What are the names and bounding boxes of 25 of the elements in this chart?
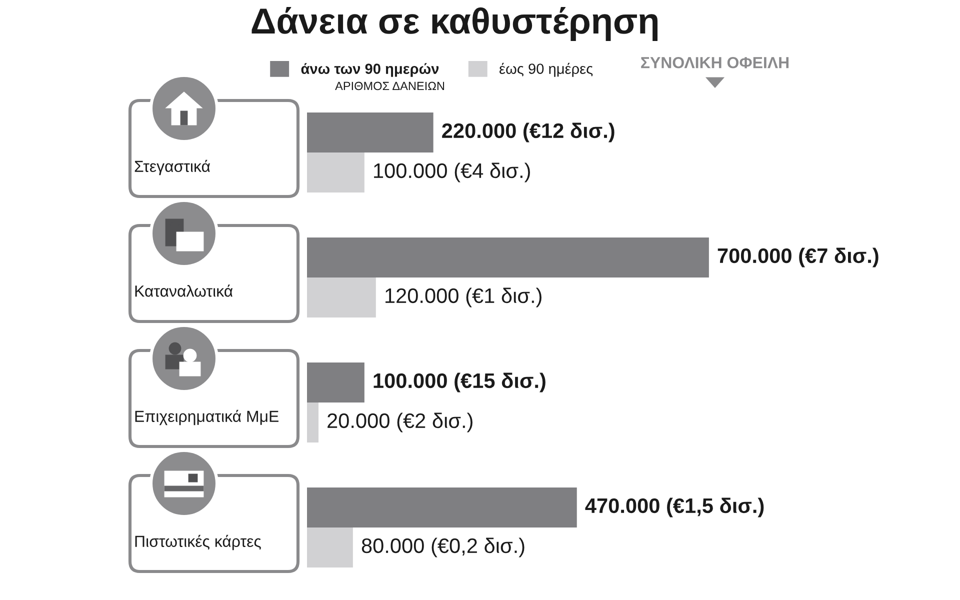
- y-tick-label: Στεγαστικά: [134, 160, 210, 176]
- data-label: 100.000 (€4 δισ.): [374, 162, 530, 182]
- data-label: 470.000 (€1,5 δισ.): [585, 498, 764, 518]
- y-tick-label: Πιστωτικές κάρτες: [135, 534, 261, 550]
- text: ΣΥΝΟΛΙΚΗ ΟΦΕΙΛΗ: [641, 56, 789, 68]
- y-tick-label: Καταναλωτικά: [135, 284, 233, 297]
- data-label: 220.000 (€12 δισ.): [442, 122, 614, 142]
- bar: [307, 488, 577, 528]
- chart-title: Δάνεια σε καθυστέρηση: [252, 6, 658, 42]
- bar: [307, 362, 364, 402]
- text: ΑΡΙΘΜΟΣ ΔΑΝΕΙΩΝ: [335, 82, 444, 90]
- legend-label: έως 90 ημέρες: [500, 62, 593, 77]
- bar: [307, 402, 318, 442]
- data-label: 100.000 (€15 δισ.): [374, 372, 546, 392]
- bar: [307, 278, 376, 318]
- data-label: 80.000 (€0,2 δισ.): [362, 538, 524, 558]
- data-label: 20.000 (€2 δισ.): [328, 412, 472, 432]
- bar: [307, 528, 353, 568]
- bar: [307, 112, 434, 152]
- data-label: 120.000 (€1 δισ.): [386, 288, 542, 308]
- legend-label: άνω των 90 ημερών: [301, 63, 439, 77]
- bar: [307, 152, 364, 192]
- bar: [307, 238, 709, 278]
- y-tick-label: Επιχειρηματικά ΜμΕ: [135, 410, 278, 426]
- data-label: 700.000 (€7 δισ.): [718, 248, 878, 268]
